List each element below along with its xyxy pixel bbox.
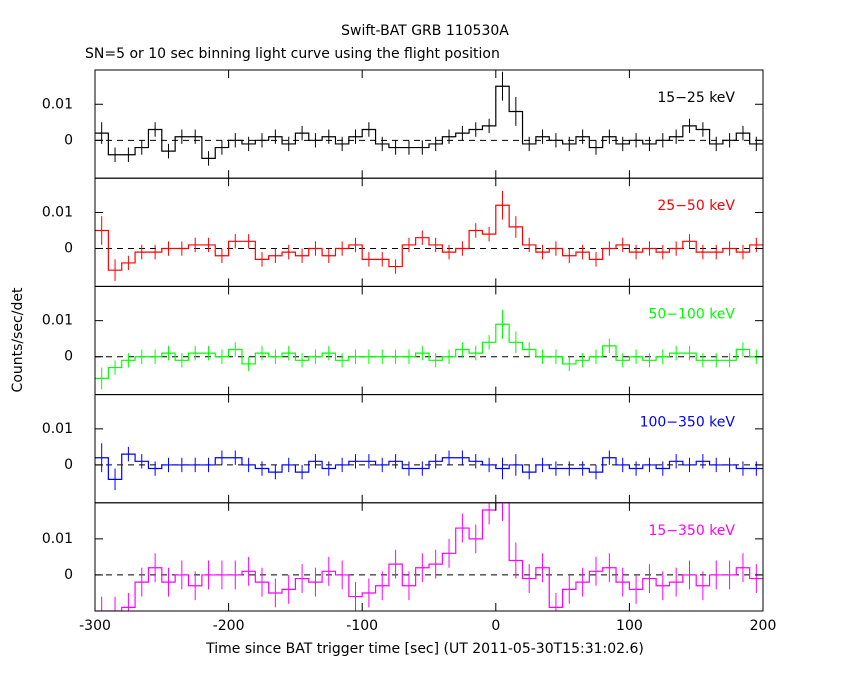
- panel: [95, 443, 763, 491]
- y-tick-label: 0: [64, 132, 73, 148]
- y-axis-label: Counts/sec/det: [10, 287, 26, 392]
- panel: [95, 190, 763, 281]
- y-tick-label: 0: [64, 457, 73, 473]
- panel: [95, 309, 763, 390]
- y-tick-label: 0.01: [42, 96, 73, 112]
- step-line: [95, 323, 763, 379]
- x-tick-label: 0: [491, 618, 500, 634]
- x-tick-label: 100: [616, 618, 643, 634]
- panel: [95, 71, 763, 166]
- y-tick-label: 0.01: [42, 421, 73, 437]
- panel-frame: [94, 69, 764, 179]
- chart-subtitle: SN=5 or 10 sec binning light curve using…: [85, 46, 500, 62]
- x-tick-label: -300: [79, 618, 111, 634]
- step-line: [95, 502, 763, 611]
- x-tick-label: -100: [346, 618, 378, 634]
- legend-label: 100−350 keV: [640, 415, 736, 431]
- y-tick-label: 0.01: [42, 313, 73, 329]
- x-tick-label: 200: [750, 618, 777, 634]
- panel-frame: [94, 177, 764, 287]
- y-tick-label: 0: [64, 241, 73, 257]
- y-tick-label: 0: [64, 567, 73, 583]
- step-line: [95, 453, 763, 480]
- panel-frame: [94, 502, 764, 612]
- y-tick-label: 0.01: [42, 204, 73, 220]
- step-line: [95, 204, 763, 271]
- panel-frame: [94, 394, 764, 504]
- legend-label: 15−350 keV: [648, 523, 735, 539]
- y-tick-label: 0: [64, 349, 73, 365]
- legend-label: 15−25 keV: [657, 90, 735, 106]
- panel-frame: [94, 285, 764, 396]
- panel: [95, 502, 763, 611]
- legend-label: 25−50 keV: [657, 198, 735, 214]
- step-line: [95, 85, 763, 159]
- chart-title: Swift-BAT GRB 110530A: [341, 23, 509, 39]
- y-tick-label: 0.01: [42, 531, 73, 547]
- legend-label: 50−100 keV: [648, 306, 735, 322]
- x-tick-label: -200: [213, 618, 245, 634]
- x-axis-label: Time since BAT trigger time [sec] (UT 20…: [205, 641, 644, 657]
